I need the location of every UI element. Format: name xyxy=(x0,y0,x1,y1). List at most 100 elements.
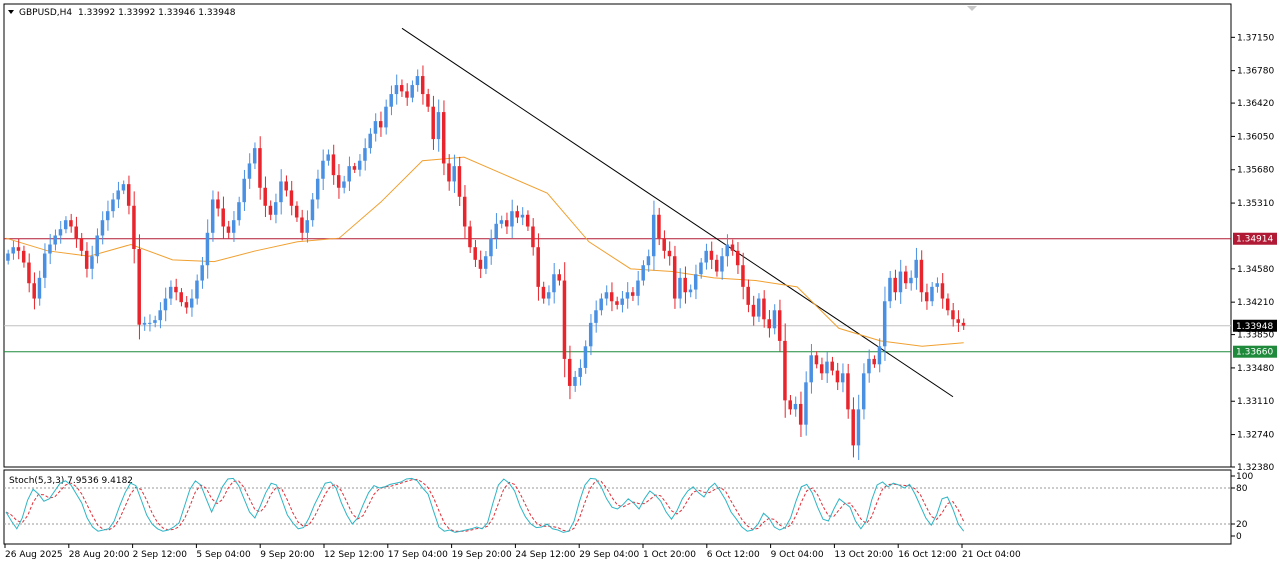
bull-candle xyxy=(935,283,939,287)
chart-shift-marker-icon[interactable] xyxy=(967,6,977,11)
bull-candle xyxy=(882,301,887,347)
price-tick-label: 1.36420 xyxy=(1237,99,1274,109)
bear-candle xyxy=(714,259,719,272)
price-tick-label: 1.33850 xyxy=(1237,331,1274,341)
bull-candle xyxy=(153,320,157,323)
bull-candle xyxy=(394,85,399,95)
bear-candle xyxy=(893,277,897,293)
bear-candle xyxy=(27,262,31,284)
price-tick-label: 1.32380 xyxy=(1237,463,1274,473)
bear-candle xyxy=(216,199,220,209)
bull-candle xyxy=(58,229,63,236)
bull-candle xyxy=(636,280,640,296)
stoch-tick-label: 20 xyxy=(1236,520,1248,530)
bear-candle xyxy=(961,322,966,326)
price-tick-label: 1.36050 xyxy=(1237,132,1274,142)
bull-candle xyxy=(494,223,498,239)
bull-candle xyxy=(678,277,682,299)
bull-candle xyxy=(121,184,126,191)
bear-candle xyxy=(268,205,273,215)
bull-candle xyxy=(105,211,110,221)
bear-candle xyxy=(431,106,435,140)
symbol-menu-chevron-icon[interactable] xyxy=(8,10,14,14)
bull-candle xyxy=(825,361,829,374)
stoch-axis: 100 80 20 0 xyxy=(1231,472,1253,542)
bull-candle xyxy=(704,250,708,263)
bear-candle xyxy=(468,226,472,248)
bull-candle xyxy=(321,160,325,179)
bull-candle xyxy=(909,277,913,284)
bull-candle xyxy=(888,277,892,302)
bull-candle xyxy=(856,409,861,446)
bull-candle xyxy=(898,271,903,293)
bull-candle xyxy=(594,310,598,323)
bear-candle xyxy=(662,238,666,251)
bear-candle xyxy=(683,277,687,293)
bear-candle xyxy=(405,91,409,98)
bear-candle xyxy=(184,302,189,308)
bull-candle xyxy=(368,133,372,149)
bull-candle xyxy=(163,298,168,311)
stoch-layer xyxy=(4,477,1231,533)
bear-candle xyxy=(300,217,304,233)
bear-candle xyxy=(672,256,677,299)
bear-candle xyxy=(741,265,745,287)
bull-candle xyxy=(415,76,420,86)
time-tick-label: 21 Oct 04:00 xyxy=(962,550,1021,560)
bull-candle xyxy=(326,154,330,161)
candles-layer xyxy=(6,65,966,460)
main-panel-frame xyxy=(3,3,1232,468)
bear-candle xyxy=(730,244,735,251)
bear-candle xyxy=(919,259,924,293)
bull-candle xyxy=(205,232,210,266)
bear-candle xyxy=(814,355,819,365)
bear-candle xyxy=(174,286,178,293)
bear-candle xyxy=(567,358,572,386)
time-tick-label: 13 Oct 20:00 xyxy=(834,550,893,560)
bear-candle xyxy=(630,292,635,296)
bull-candle xyxy=(168,286,173,299)
price-tick-label: 1.35680 xyxy=(1237,166,1274,176)
bull-candle xyxy=(583,346,588,368)
bull-candle xyxy=(489,238,493,257)
stoch-tick-label: 80 xyxy=(1236,484,1248,494)
bull-candle xyxy=(147,322,152,324)
bear-candle xyxy=(336,175,341,188)
bull-candle xyxy=(195,280,199,299)
time-tick-label: 16 Oct 12:00 xyxy=(898,550,957,560)
bull-candle xyxy=(231,220,236,233)
bear-candle xyxy=(331,154,336,176)
price-axis: 1.37150 1.36780 1.36420 1.36050 1.35680 1.353… xyxy=(1231,33,1274,473)
bear-candle xyxy=(420,76,425,95)
bull-candle xyxy=(604,292,609,299)
bull-candle xyxy=(452,166,456,182)
bear-candle xyxy=(69,220,73,227)
bull-candle xyxy=(499,220,504,224)
bear-candle xyxy=(399,85,404,92)
price-tick-label: 1.36780 xyxy=(1237,67,1274,77)
stoch-panel-frame xyxy=(3,469,1232,545)
bear-candle xyxy=(903,271,908,284)
bear-candle xyxy=(179,292,183,303)
bear-candle xyxy=(951,310,955,320)
time-tick-label: 6 Oct 12:00 xyxy=(707,550,760,560)
bull-candle xyxy=(410,85,414,98)
bull-candle xyxy=(200,265,204,281)
bear-candle xyxy=(32,283,36,299)
bull-candle xyxy=(315,178,320,200)
symbol-label: GBPUSD,H4 xyxy=(19,8,72,18)
bear-candle xyxy=(137,249,141,325)
bear-candle xyxy=(132,205,136,250)
price-tick-label: 1.34580 xyxy=(1237,265,1274,275)
bull-candle xyxy=(720,256,724,272)
bull-candle xyxy=(930,286,934,302)
bear-candle xyxy=(289,190,294,206)
time-tick-label: 5 Sep 04:00 xyxy=(196,550,251,560)
bull-candle xyxy=(804,382,808,425)
bear-candle xyxy=(819,364,824,374)
price-tick-label: 1.35310 xyxy=(1237,199,1274,209)
bull-candle xyxy=(840,373,845,383)
bear-candle xyxy=(709,250,714,260)
